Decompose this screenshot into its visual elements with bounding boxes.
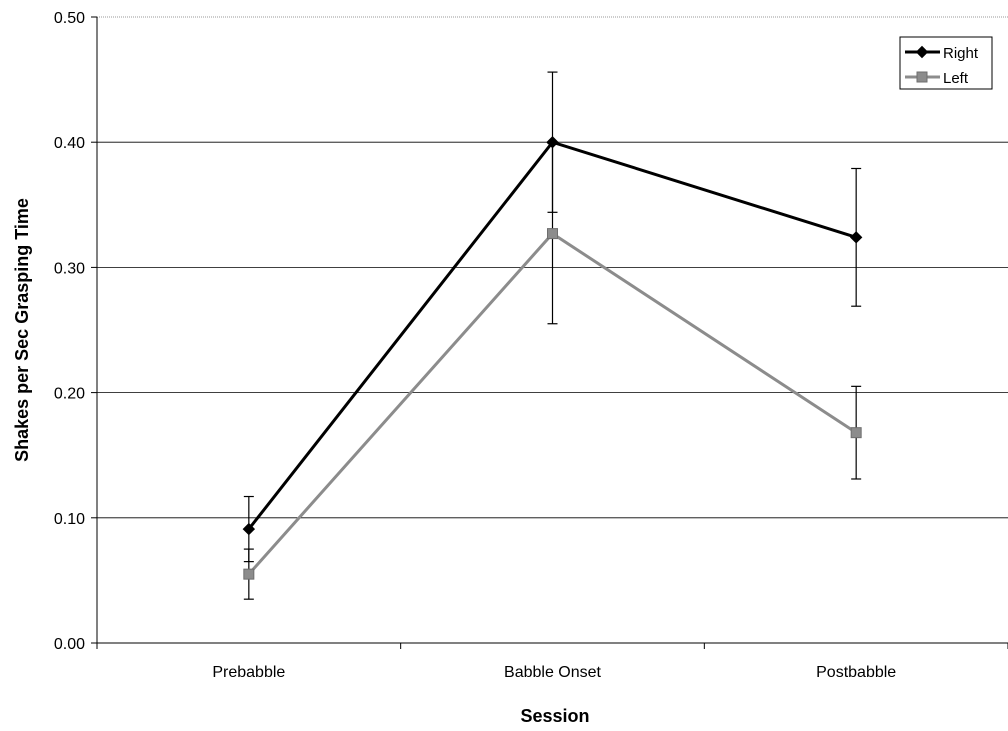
diamond-marker (849, 231, 863, 244)
square-marker (243, 568, 255, 580)
legend-box (899, 36, 993, 90)
x-axis-label: Session (520, 706, 589, 726)
legend-label: Left (943, 70, 969, 87)
legend: Right Left (899, 36, 993, 90)
y-tick-labels: 0.00 0.10 0.20 0.30 0.40 0.50 (54, 10, 85, 653)
y-tick-label: 0.00 (54, 636, 85, 653)
axes (91, 16, 1008, 649)
square-marker (916, 71, 928, 83)
square-marker (547, 228, 558, 240)
y-tick-label: 0.10 (54, 511, 85, 528)
x-tick-label: Postbabble (816, 664, 896, 681)
x-tick-label: Prebabble (212, 664, 285, 681)
square-marker (850, 427, 862, 439)
series-right (242, 71, 863, 563)
y-tick-label: 0.40 (54, 135, 85, 152)
series-group (242, 71, 863, 600)
x-tick-labels: Prebabble Babble Onset Postbabble (212, 664, 896, 681)
x-tick-label: Babble Onset (504, 664, 602, 681)
y-tick-label: 0.50 (54, 10, 85, 27)
y-axis-label: Shakes per Sec Grasping Time (12, 198, 32, 462)
y-tick-label: 0.30 (54, 260, 85, 277)
series-left (243, 142, 862, 600)
diamond-marker (915, 45, 929, 59)
legend-label: Right (943, 45, 979, 62)
y-tick-label: 0.20 (54, 386, 85, 403)
diamond-marker (242, 522, 256, 536)
